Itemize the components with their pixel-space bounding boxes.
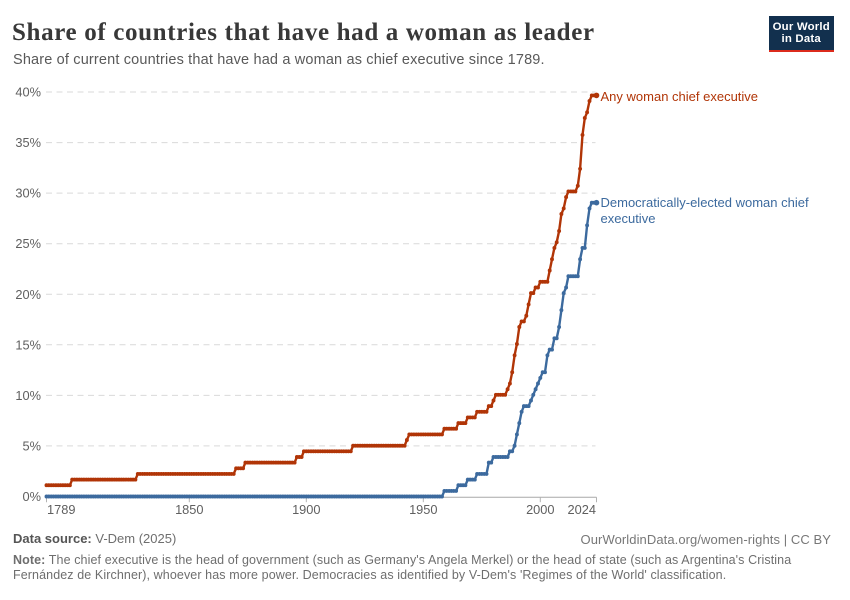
svg-text:5%: 5% bbox=[23, 438, 42, 453]
svg-text:35%: 35% bbox=[15, 135, 41, 150]
svg-text:1789: 1789 bbox=[47, 502, 75, 517]
svg-text:40%: 40% bbox=[15, 85, 41, 100]
svg-text:20%: 20% bbox=[15, 287, 41, 302]
svg-text:1950: 1950 bbox=[409, 502, 437, 517]
svg-text:0%: 0% bbox=[23, 489, 42, 504]
svg-text:1850: 1850 bbox=[175, 502, 203, 517]
svg-text:2000: 2000 bbox=[526, 502, 554, 517]
svg-text:10%: 10% bbox=[15, 388, 41, 403]
svg-text:25%: 25% bbox=[15, 236, 41, 251]
svg-text:2024: 2024 bbox=[568, 502, 596, 517]
svg-text:15%: 15% bbox=[15, 337, 41, 352]
svg-text:30%: 30% bbox=[15, 186, 41, 201]
svg-text:1900: 1900 bbox=[292, 502, 320, 517]
